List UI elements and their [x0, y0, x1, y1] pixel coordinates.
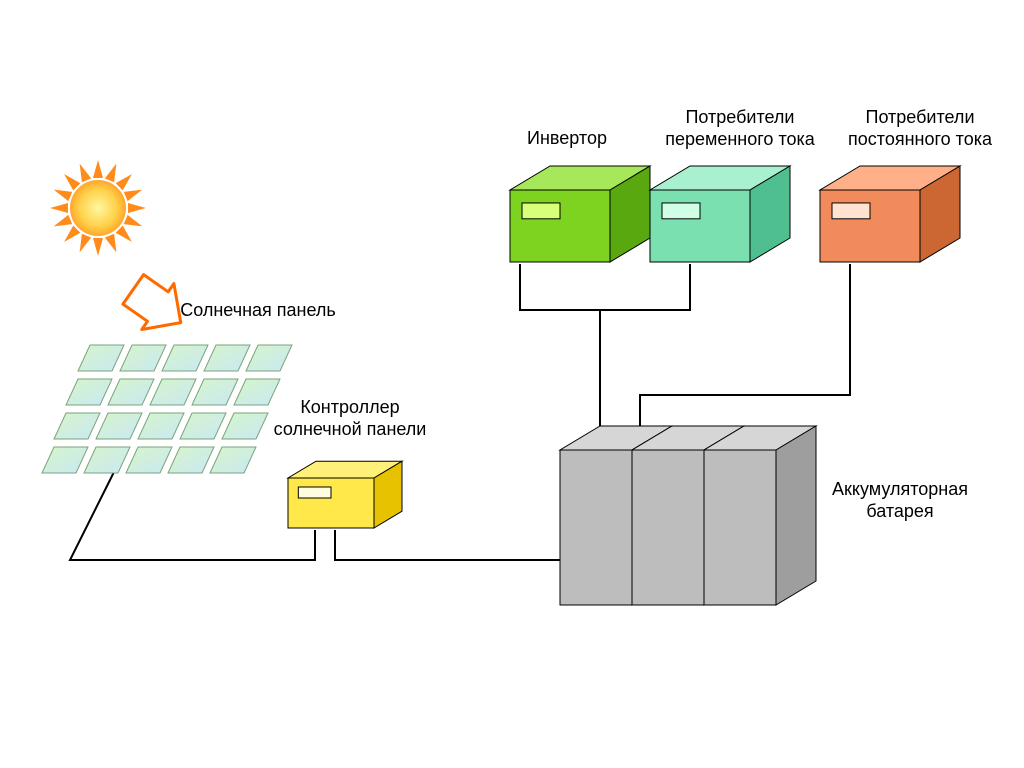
controller-box: [288, 461, 402, 528]
controller-label: Контроллер солнечной панели: [274, 396, 427, 441]
inverter-label: Инвертор: [527, 127, 607, 150]
solar-panel-label: Солнечная панель: [180, 299, 336, 322]
inverter-box: [510, 166, 650, 262]
ac-consumers-label: Потребители переменного тока: [665, 106, 815, 151]
sun-icon: [50, 160, 146, 256]
ac-consumers-box: [650, 166, 790, 262]
battery-bank: [560, 426, 816, 605]
dc-consumers-box: [820, 166, 960, 262]
solar-panel: [42, 345, 292, 473]
dc-consumers-label: Потребители постоянного тока: [848, 106, 992, 151]
battery-label: Аккумуляторная батарея: [832, 478, 968, 523]
